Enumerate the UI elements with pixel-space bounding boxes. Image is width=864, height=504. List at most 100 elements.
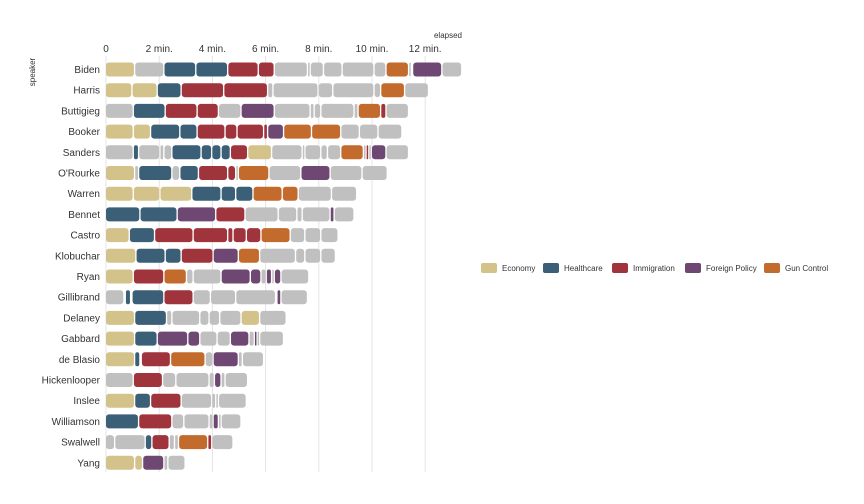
- segment-immigration: [197, 103, 218, 118]
- segment-immigration: [164, 290, 193, 305]
- segment-healthcare: [135, 310, 166, 325]
- segment-economy: [106, 186, 133, 201]
- legend-label: Healthcare: [564, 264, 603, 273]
- segment-other: [106, 103, 133, 118]
- segment-foreign-policy: [231, 331, 249, 346]
- segment-other: [360, 124, 378, 139]
- segment-immigration: [216, 207, 245, 222]
- segment-other: [305, 248, 321, 263]
- segment-other: [333, 83, 374, 98]
- segment-economy: [135, 455, 142, 470]
- speaker-label: de Blasio: [59, 355, 101, 366]
- segment-other: [386, 103, 408, 118]
- segment-other: [216, 393, 218, 408]
- legend-label: Economy: [502, 264, 535, 273]
- segment-immigration: [233, 228, 246, 243]
- segment-other: [302, 207, 330, 222]
- segment-healthcare: [196, 62, 228, 77]
- segment-other: [200, 331, 217, 346]
- speaker-row: [106, 331, 283, 346]
- segment-other: [106, 435, 114, 450]
- segment-foreign-policy: [301, 166, 330, 180]
- segment-foreign-policy: [215, 373, 221, 387]
- speaker-label: Gabbard: [61, 334, 100, 345]
- segment-other: [330, 166, 362, 180]
- segment-healthcare: [106, 207, 140, 222]
- segment-healthcare: [164, 62, 196, 77]
- x-axis-title: elapsed: [434, 31, 462, 40]
- segment-gun-control: [239, 248, 259, 263]
- segment-economy: [106, 228, 129, 243]
- segment-other: [212, 393, 216, 408]
- speaker-row: [106, 393, 246, 408]
- segment-other: [321, 145, 327, 160]
- segment-healthcare: [221, 186, 236, 201]
- segment-foreign-policy: [372, 145, 386, 160]
- segment-gun-control: [386, 62, 408, 77]
- segment-other: [261, 269, 266, 284]
- speaker-label: Hickenlooper: [42, 376, 101, 387]
- segment-other: [139, 145, 160, 160]
- segment-other: [106, 145, 133, 160]
- speaker-row: [106, 435, 233, 450]
- segment-gun-control: [284, 124, 311, 139]
- segment-gun-control: [171, 352, 205, 367]
- segment-healthcare: [180, 124, 197, 139]
- segment-economy: [248, 145, 271, 160]
- segment-foreign-policy: [177, 207, 216, 222]
- segment-immigration: [139, 414, 172, 429]
- segment-gun-control: [253, 186, 282, 201]
- speaker-row: [106, 186, 357, 201]
- segment-immigration: [224, 83, 267, 98]
- legend-item: Immigration: [612, 263, 675, 273]
- speaker-row: [106, 62, 462, 77]
- segment-immigration: [197, 124, 225, 139]
- segment-healthcare: [201, 145, 212, 160]
- segment-other: [168, 455, 185, 470]
- segment-other: [221, 414, 241, 429]
- segment-immigration: [258, 62, 274, 77]
- segment-gun-control: [282, 186, 298, 201]
- segment-other: [135, 62, 164, 77]
- segment-other: [184, 414, 209, 429]
- segment-healthcare: [136, 248, 165, 263]
- segment-gun-control: [312, 124, 341, 139]
- speaker-label: Bennet: [68, 210, 100, 221]
- segment-economy: [106, 166, 134, 180]
- segment-other: [321, 228, 338, 243]
- segment-other: [268, 83, 273, 98]
- segment-other: [236, 290, 275, 305]
- speaker-label: Swalwell: [61, 438, 100, 449]
- segment-immigration: [165, 103, 197, 118]
- segment-other: [106, 373, 133, 387]
- x-tick-label: 12 min.: [409, 44, 442, 55]
- segment-other: [172, 166, 180, 180]
- segment-foreign-policy: [221, 269, 250, 284]
- segment-healthcare: [165, 248, 181, 263]
- segment-healthcare: [172, 145, 201, 160]
- segment-other: [297, 207, 302, 222]
- segment-foreign-policy: [213, 248, 238, 263]
- segment-other: [274, 103, 310, 118]
- speaker-label: Williamson: [52, 417, 100, 428]
- segment-immigration: [228, 228, 233, 243]
- speaker-row: [106, 145, 408, 160]
- segment-other: [305, 228, 321, 243]
- segment-immigration: [181, 248, 213, 263]
- segment-other: [249, 331, 254, 346]
- segment-other: [219, 393, 246, 408]
- segment-immigration: [228, 166, 236, 180]
- segment-other: [321, 103, 354, 118]
- segment-foreign-policy: [268, 124, 283, 139]
- x-tick-label: 10 min.: [356, 44, 389, 55]
- segment-other: [378, 124, 402, 139]
- segment-other: [328, 145, 341, 160]
- speaker-label: Harris: [73, 86, 100, 97]
- segment-other: [225, 373, 247, 387]
- segment-other: [260, 310, 286, 325]
- speaker-row: [106, 414, 241, 429]
- segment-healthcare: [145, 435, 152, 450]
- segment-other: [209, 414, 213, 429]
- segment-gun-control: [261, 228, 290, 243]
